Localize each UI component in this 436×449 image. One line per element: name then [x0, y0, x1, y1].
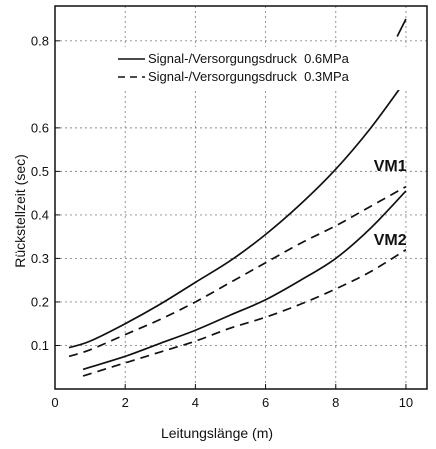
- y-tick-label: 0.8: [31, 33, 49, 48]
- grid-layer: [55, 6, 427, 389]
- legend-background: [110, 47, 410, 90]
- series-line-continuation-solid: [396, 18, 407, 37]
- series-line-vm1-solid: [68, 79, 407, 349]
- y-tick-label: 0.4: [31, 207, 49, 222]
- x-tick-label: 10: [399, 395, 413, 410]
- x-tick-label: 4: [192, 395, 199, 410]
- x-tick-label: 8: [332, 395, 339, 410]
- y-tick-label: 0.2: [31, 294, 49, 309]
- ticks-layer: 0 2 4 6 8 10 0.1 0.2 0.3 0.4 0.5 0.6 0.8: [31, 33, 413, 410]
- x-tick-label: 2: [122, 395, 129, 410]
- y-tick-label: 0.1: [31, 338, 49, 353]
- y-tick-label: 0.5: [31, 164, 49, 179]
- plot-frame: [54, 5, 428, 390]
- annotation-vm1: VM1: [374, 158, 407, 175]
- legend: Signal-/Versorgungsdruck 0.6MPa Signal-/…: [110, 47, 410, 90]
- series-layer: [68, 18, 407, 377]
- frame-layer: [54, 5, 428, 390]
- y-tick-label: 0.3: [31, 251, 49, 266]
- y-tick-label: 0.6: [31, 120, 49, 135]
- y-axis-title: Rückstellzeit (sec): [12, 154, 28, 268]
- legend-label-solid: Signal-/Versorgungsdruck 0.6MPa: [148, 51, 350, 66]
- x-tick-label: 6: [262, 395, 269, 410]
- x-tick-label: 0: [51, 395, 58, 410]
- x-axis-title: Leitungslänge (m): [161, 425, 273, 441]
- series-line-vm1-dashed: [68, 185, 407, 358]
- legend-label-dashed: Signal-/Versorgungsdruck 0.3MPa: [148, 69, 350, 84]
- series-line-vm2-dashed: [82, 249, 407, 377]
- series-line-vm2-solid: [82, 190, 407, 371]
- annotation-vm2: VM2: [374, 232, 407, 249]
